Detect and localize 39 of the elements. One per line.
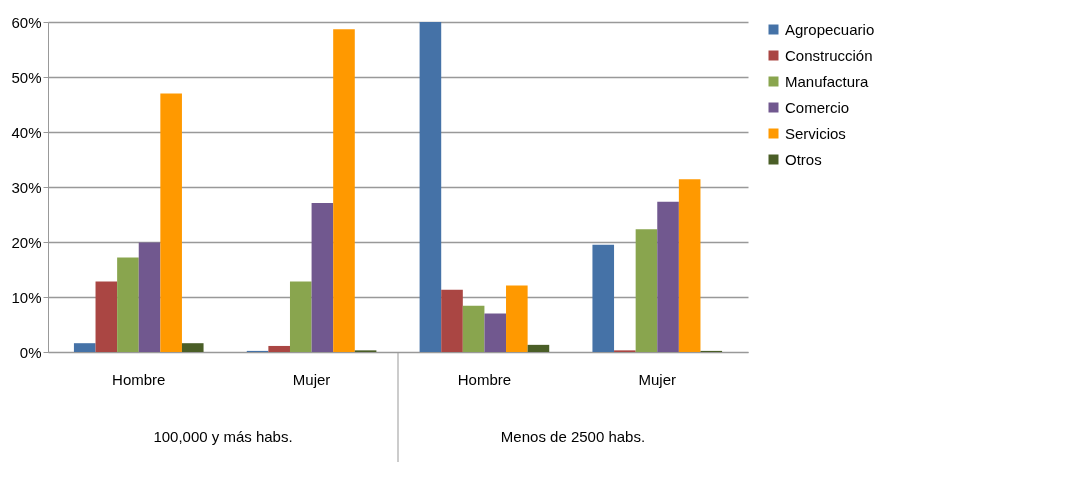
legend-label: Otros bbox=[785, 150, 822, 168]
y-tick-label: 30% bbox=[11, 178, 42, 196]
y-tick-label: 0% bbox=[19, 343, 42, 361]
bar bbox=[289, 281, 312, 352]
legend-label: Servicios bbox=[785, 124, 846, 142]
bar bbox=[73, 343, 96, 352]
legend-label: Manufactura bbox=[785, 72, 870, 90]
bar bbox=[138, 242, 161, 352]
bar bbox=[635, 229, 658, 352]
bar bbox=[181, 343, 204, 352]
bar bbox=[506, 285, 528, 352]
x-tick-label: Hombre bbox=[112, 370, 166, 388]
legend-label: Comercio bbox=[785, 98, 850, 116]
y-tick-label: 40% bbox=[11, 123, 42, 141]
legend-label: Agropecuario bbox=[785, 20, 875, 38]
bar bbox=[527, 344, 550, 352]
y-tick-label: 50% bbox=[11, 68, 42, 86]
text: 100,000 y más habs. bbox=[153, 428, 293, 445]
bar bbox=[462, 305, 485, 352]
x-tick-label: Mujer bbox=[638, 370, 677, 388]
bar bbox=[117, 257, 139, 352]
bar bbox=[95, 281, 118, 352]
bar bbox=[441, 289, 463, 352]
x-tick-label: Mujer bbox=[292, 370, 331, 388]
bar bbox=[160, 93, 182, 352]
y-tick-label: 20% bbox=[11, 233, 42, 251]
bar bbox=[333, 29, 355, 352]
bar bbox=[419, 22, 442, 352]
text: Menos de 2500 habs. bbox=[500, 428, 646, 445]
bar bbox=[657, 201, 679, 352]
y-tick-label: 60% bbox=[11, 13, 42, 31]
y-tick-label: 10% bbox=[11, 288, 42, 306]
legend-label: Construcción bbox=[785, 46, 873, 64]
bar bbox=[484, 313, 507, 352]
bar bbox=[678, 179, 701, 352]
x-tick-label: Hombre bbox=[457, 370, 512, 388]
bar bbox=[268, 345, 290, 352]
bar bbox=[592, 244, 615, 352]
bar bbox=[311, 202, 334, 352]
